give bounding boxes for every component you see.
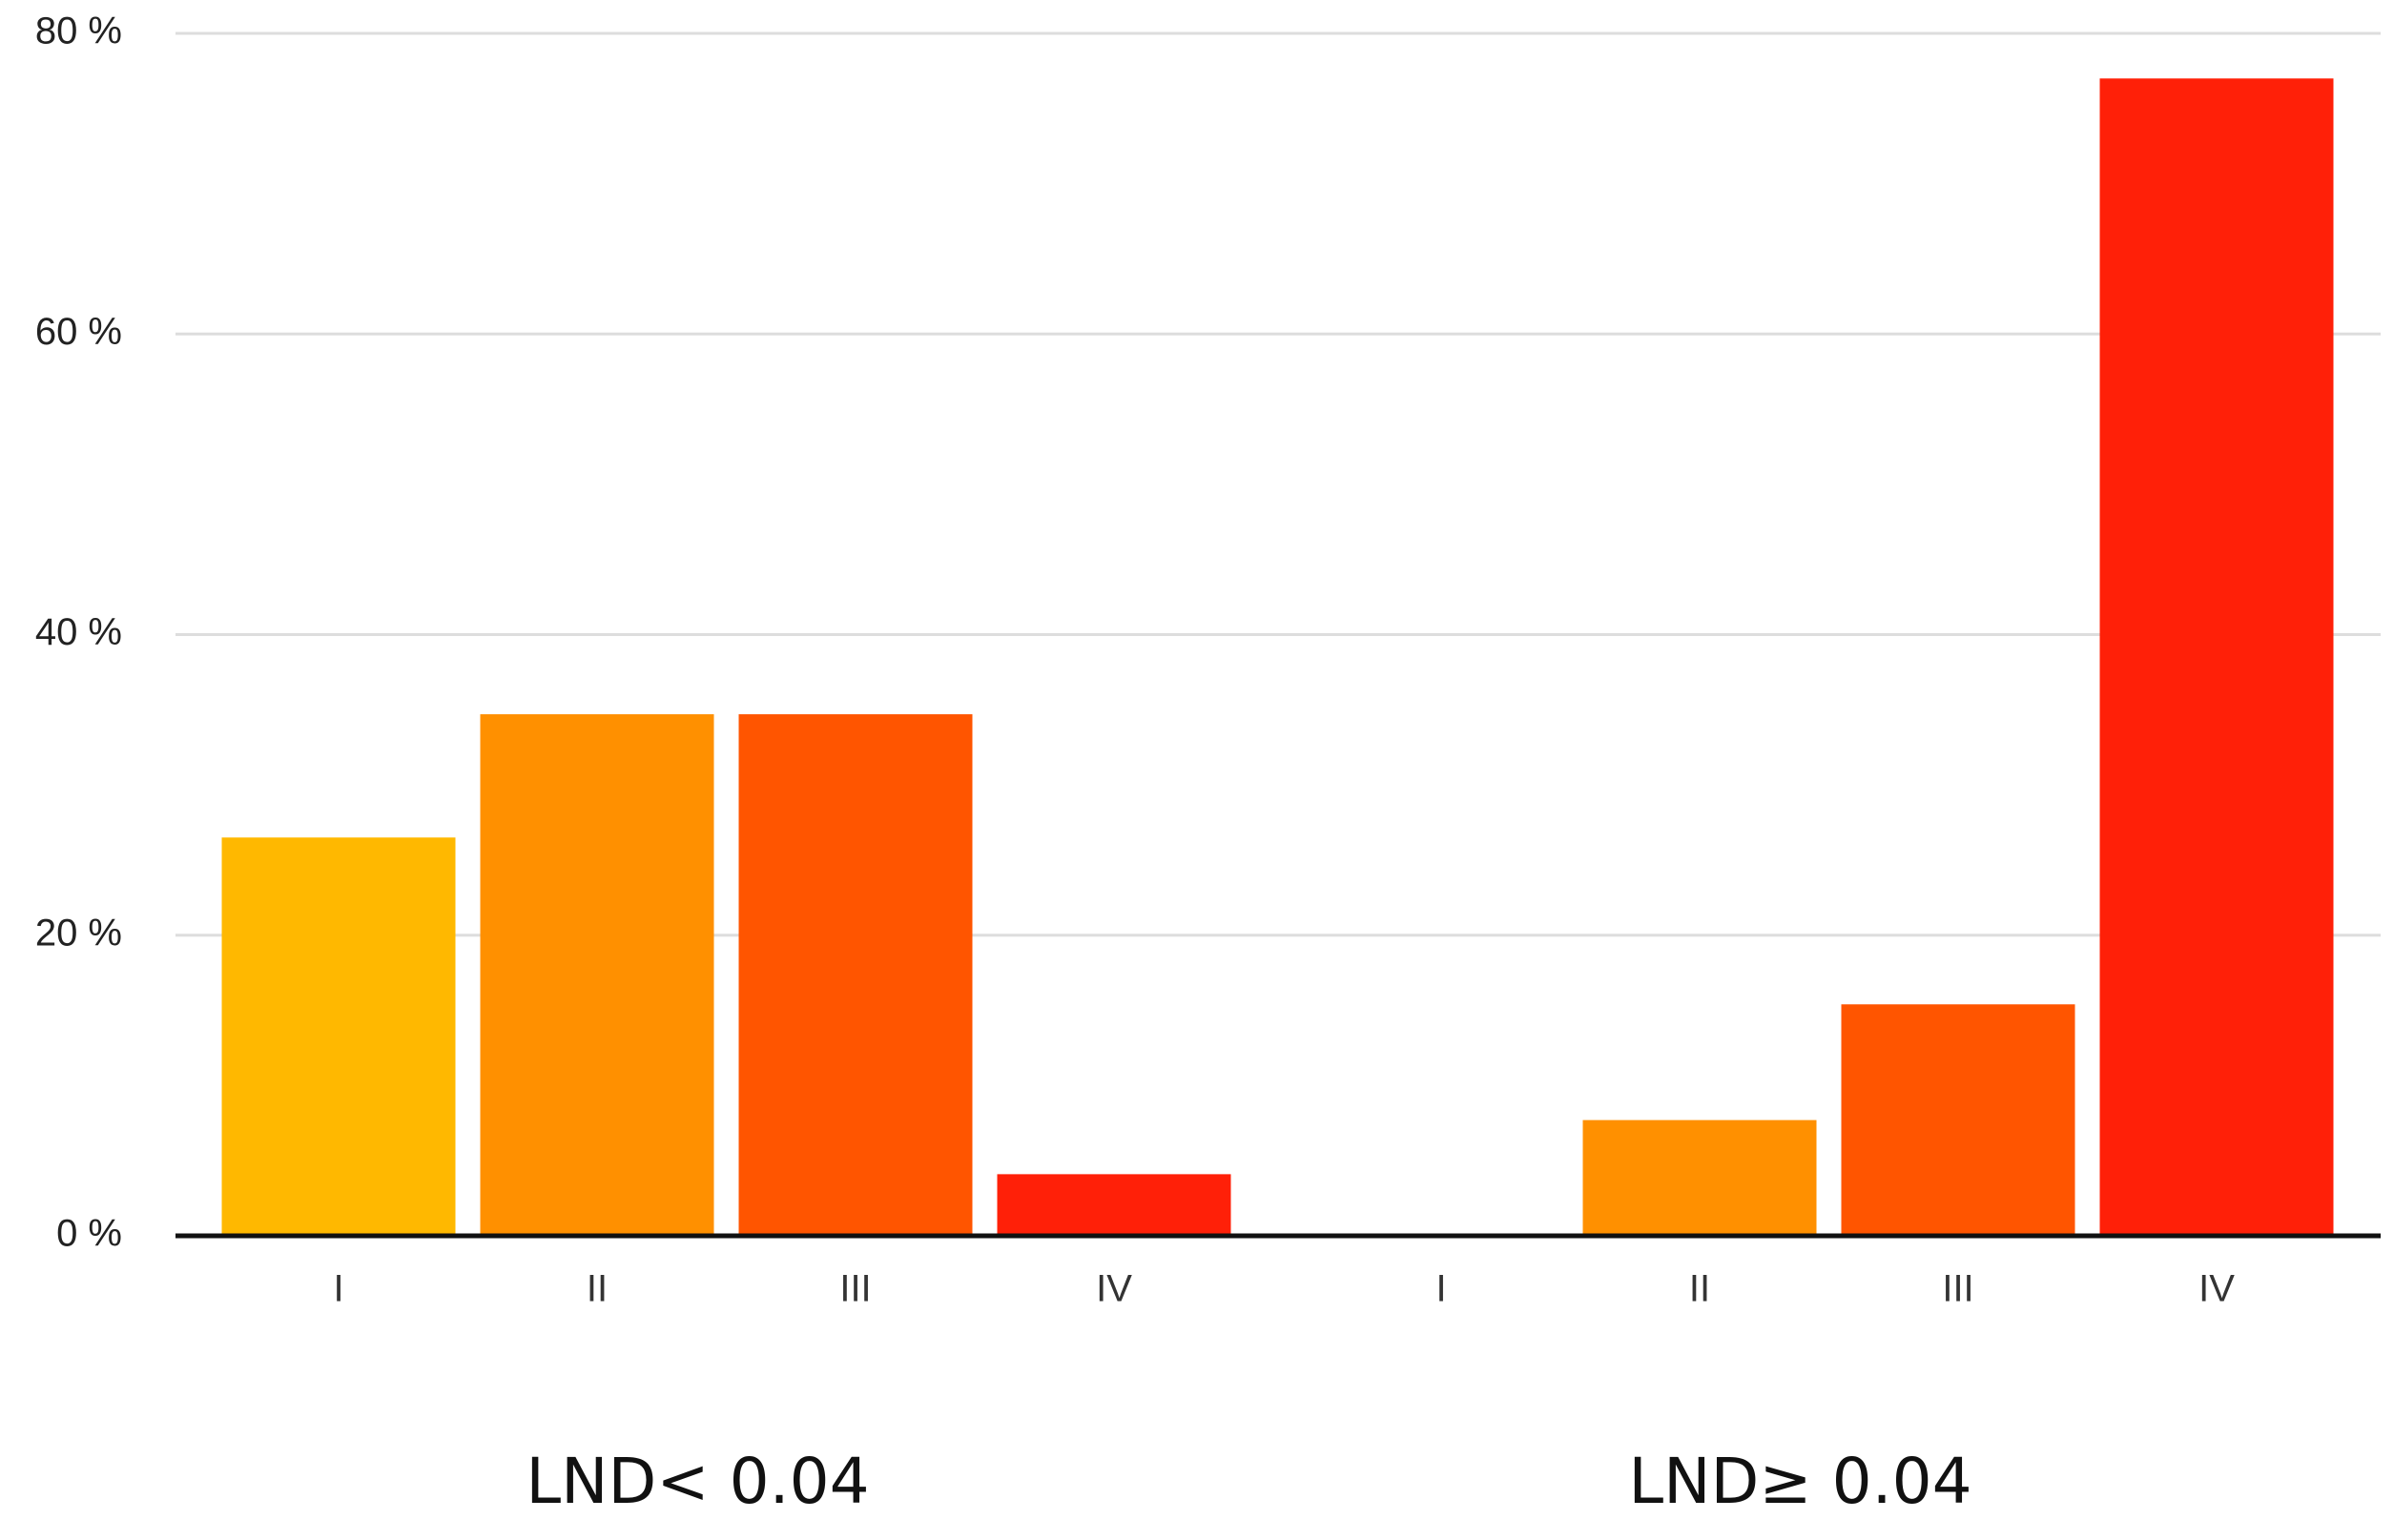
bar	[480, 714, 714, 1236]
bar	[1582, 1119, 1817, 1236]
x-tick-label: IV	[1096, 1268, 1132, 1310]
x-tick-label: III	[839, 1268, 871, 1310]
x-tick-label: II	[587, 1268, 608, 1310]
y-tick-label: 80 %	[35, 10, 122, 52]
bar	[1841, 1004, 2075, 1236]
y-tick-label: 60 %	[35, 311, 122, 353]
x-tick-label: IV	[2198, 1268, 2235, 1310]
x-tick-label: I	[333, 1268, 343, 1310]
x-tick-label: I	[1435, 1268, 1446, 1310]
x-tick-label: II	[1689, 1268, 1710, 1310]
y-tick-label: 20 %	[35, 912, 122, 954]
group-label: LND< 0.04	[526, 1445, 869, 1518]
y-tick-label: 0 %	[56, 1213, 122, 1255]
group-label: LND≥ 0.04	[1628, 1445, 1971, 1518]
bar	[738, 714, 973, 1236]
bar	[997, 1174, 1231, 1236]
y-tick-label: 40 %	[35, 611, 122, 653]
bar	[221, 837, 456, 1236]
bar	[2099, 78, 2334, 1237]
x-tick-label: III	[1942, 1268, 1973, 1310]
